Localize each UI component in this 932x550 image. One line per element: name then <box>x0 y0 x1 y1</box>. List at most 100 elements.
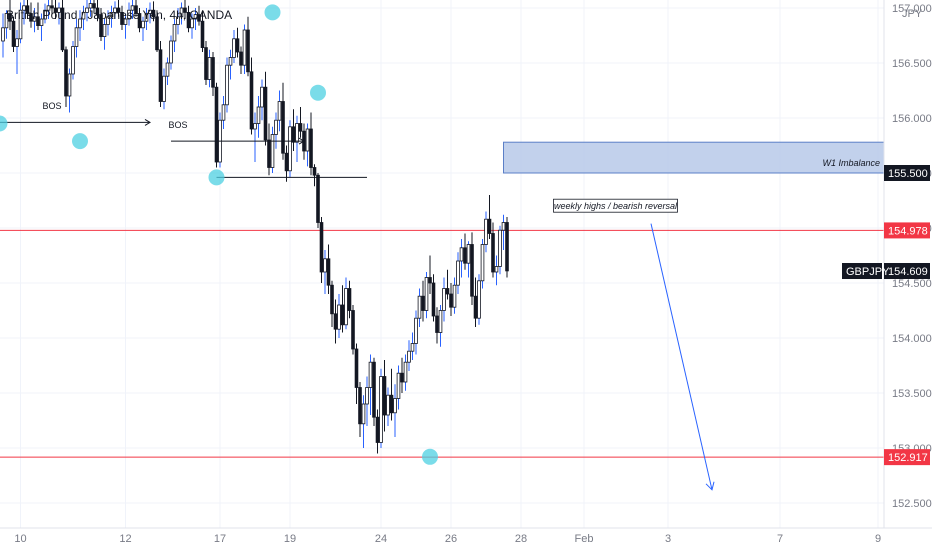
candles-layer[interactable] <box>1 0 509 454</box>
candle-body[interactable] <box>400 372 404 383</box>
candle-body[interactable] <box>1 27 5 42</box>
candle-body[interactable] <box>130 5 135 11</box>
candle-body[interactable] <box>358 387 362 425</box>
candle-body[interactable] <box>382 376 387 416</box>
candle-body[interactable] <box>242 29 247 66</box>
candle-body[interactable] <box>435 315 439 333</box>
candle-body[interactable] <box>344 288 348 326</box>
candle-body[interactable] <box>277 101 282 121</box>
candle-body[interactable] <box>386 394 390 416</box>
candle-body[interactable] <box>123 18 128 25</box>
candle-body[interactable] <box>204 47 208 80</box>
candle-body[interactable] <box>505 222 509 272</box>
candle-body[interactable] <box>15 38 19 47</box>
candle-body[interactable] <box>137 13 142 29</box>
candle-body[interactable] <box>116 7 121 13</box>
candle-body[interactable] <box>351 310 355 350</box>
candle-body[interactable] <box>74 27 79 47</box>
candle-body[interactable] <box>442 288 446 311</box>
candle-body[interactable] <box>498 229 502 267</box>
candle-body[interactable] <box>36 16 40 26</box>
candle-body[interactable] <box>470 244 474 297</box>
candle-body[interactable] <box>207 57 212 80</box>
candle-body[interactable] <box>501 222 506 231</box>
candle-body[interactable] <box>484 218 488 245</box>
candle-body[interactable] <box>235 38 240 53</box>
candle-body[interactable] <box>284 152 289 172</box>
candle-body[interactable] <box>81 11 86 20</box>
candle-body[interactable] <box>165 62 170 77</box>
candle-body[interactable] <box>43 9 47 20</box>
candle-body[interactable] <box>8 13 12 22</box>
candle-body[interactable] <box>396 372 401 399</box>
candle-body[interactable] <box>99 14 103 38</box>
candle-body[interactable] <box>228 57 233 66</box>
candle-body[interactable] <box>39 18 44 26</box>
candle-body[interactable] <box>141 20 145 29</box>
candle-body[interactable] <box>148 9 152 14</box>
candle-body[interactable] <box>92 3 96 9</box>
candle-body[interactable] <box>288 126 292 172</box>
candle-body[interactable] <box>309 128 313 168</box>
candle-body[interactable] <box>330 284 334 315</box>
candle-body[interactable] <box>57 7 61 13</box>
candle-body[interactable] <box>25 5 30 14</box>
candle-body[interactable] <box>88 3 93 9</box>
candle-body[interactable] <box>267 139 271 168</box>
candle-body[interactable] <box>291 126 296 143</box>
candle-body[interactable] <box>172 24 177 42</box>
candle-body[interactable] <box>64 49 68 97</box>
candle-body[interactable] <box>372 361 376 418</box>
candle-body[interactable] <box>214 86 219 163</box>
candle-body[interactable] <box>134 5 138 14</box>
candle-body[interactable] <box>162 75 166 102</box>
candle-body[interactable] <box>379 376 383 443</box>
candle-body[interactable] <box>95 7 100 15</box>
candle-body[interactable] <box>323 258 327 273</box>
candle-body[interactable] <box>253 123 257 130</box>
candle-body[interactable] <box>113 7 117 13</box>
candle-body[interactable] <box>179 7 184 18</box>
candle-body[interactable] <box>417 295 422 319</box>
candle-body[interactable] <box>431 282 436 317</box>
candle-body[interactable] <box>120 11 124 25</box>
candle-body[interactable] <box>414 317 418 344</box>
candle-body[interactable] <box>144 13 149 22</box>
time-axis[interactable]: 10 12 17 19 24 26 28 Feb 3 7 9 <box>0 527 932 550</box>
candle-body[interactable] <box>29 13 33 22</box>
candle-body[interactable] <box>452 284 457 308</box>
candle-body[interactable] <box>176 16 180 25</box>
candle-body[interactable] <box>424 277 429 311</box>
candle-body[interactable] <box>155 16 159 51</box>
candle-body[interactable] <box>463 247 467 264</box>
candle-body[interactable] <box>186 11 191 29</box>
candle-body[interactable] <box>239 51 243 66</box>
candle-body[interactable] <box>480 244 485 282</box>
candle-body[interactable] <box>365 387 369 405</box>
candle-body[interactable] <box>319 222 324 273</box>
candle-body[interactable] <box>295 123 299 143</box>
candle-body[interactable] <box>169 40 173 64</box>
candle-body[interactable] <box>11 20 16 47</box>
candle-body[interactable] <box>67 73 72 97</box>
candle-body[interactable] <box>200 20 205 49</box>
candle-body[interactable] <box>337 304 341 330</box>
candle-body[interactable] <box>221 104 226 121</box>
candle-body[interactable] <box>438 310 443 333</box>
candle-body[interactable] <box>32 16 37 22</box>
candle-body[interactable] <box>78 18 82 29</box>
candle-body[interactable] <box>193 14 198 20</box>
candle-body[interactable] <box>316 174 320 223</box>
candle-body[interactable] <box>361 403 366 425</box>
candle-body[interactable] <box>270 134 275 168</box>
candle-body[interactable] <box>403 361 408 383</box>
candle-body[interactable] <box>340 304 345 326</box>
candle-body[interactable] <box>4 13 9 29</box>
candle-body[interactable] <box>183 7 187 13</box>
candle-body[interactable] <box>375 416 380 443</box>
candle-body[interactable] <box>326 258 331 286</box>
candle-body[interactable] <box>305 128 310 152</box>
candle-body[interactable] <box>312 167 317 176</box>
candle-body[interactable] <box>190 18 194 29</box>
